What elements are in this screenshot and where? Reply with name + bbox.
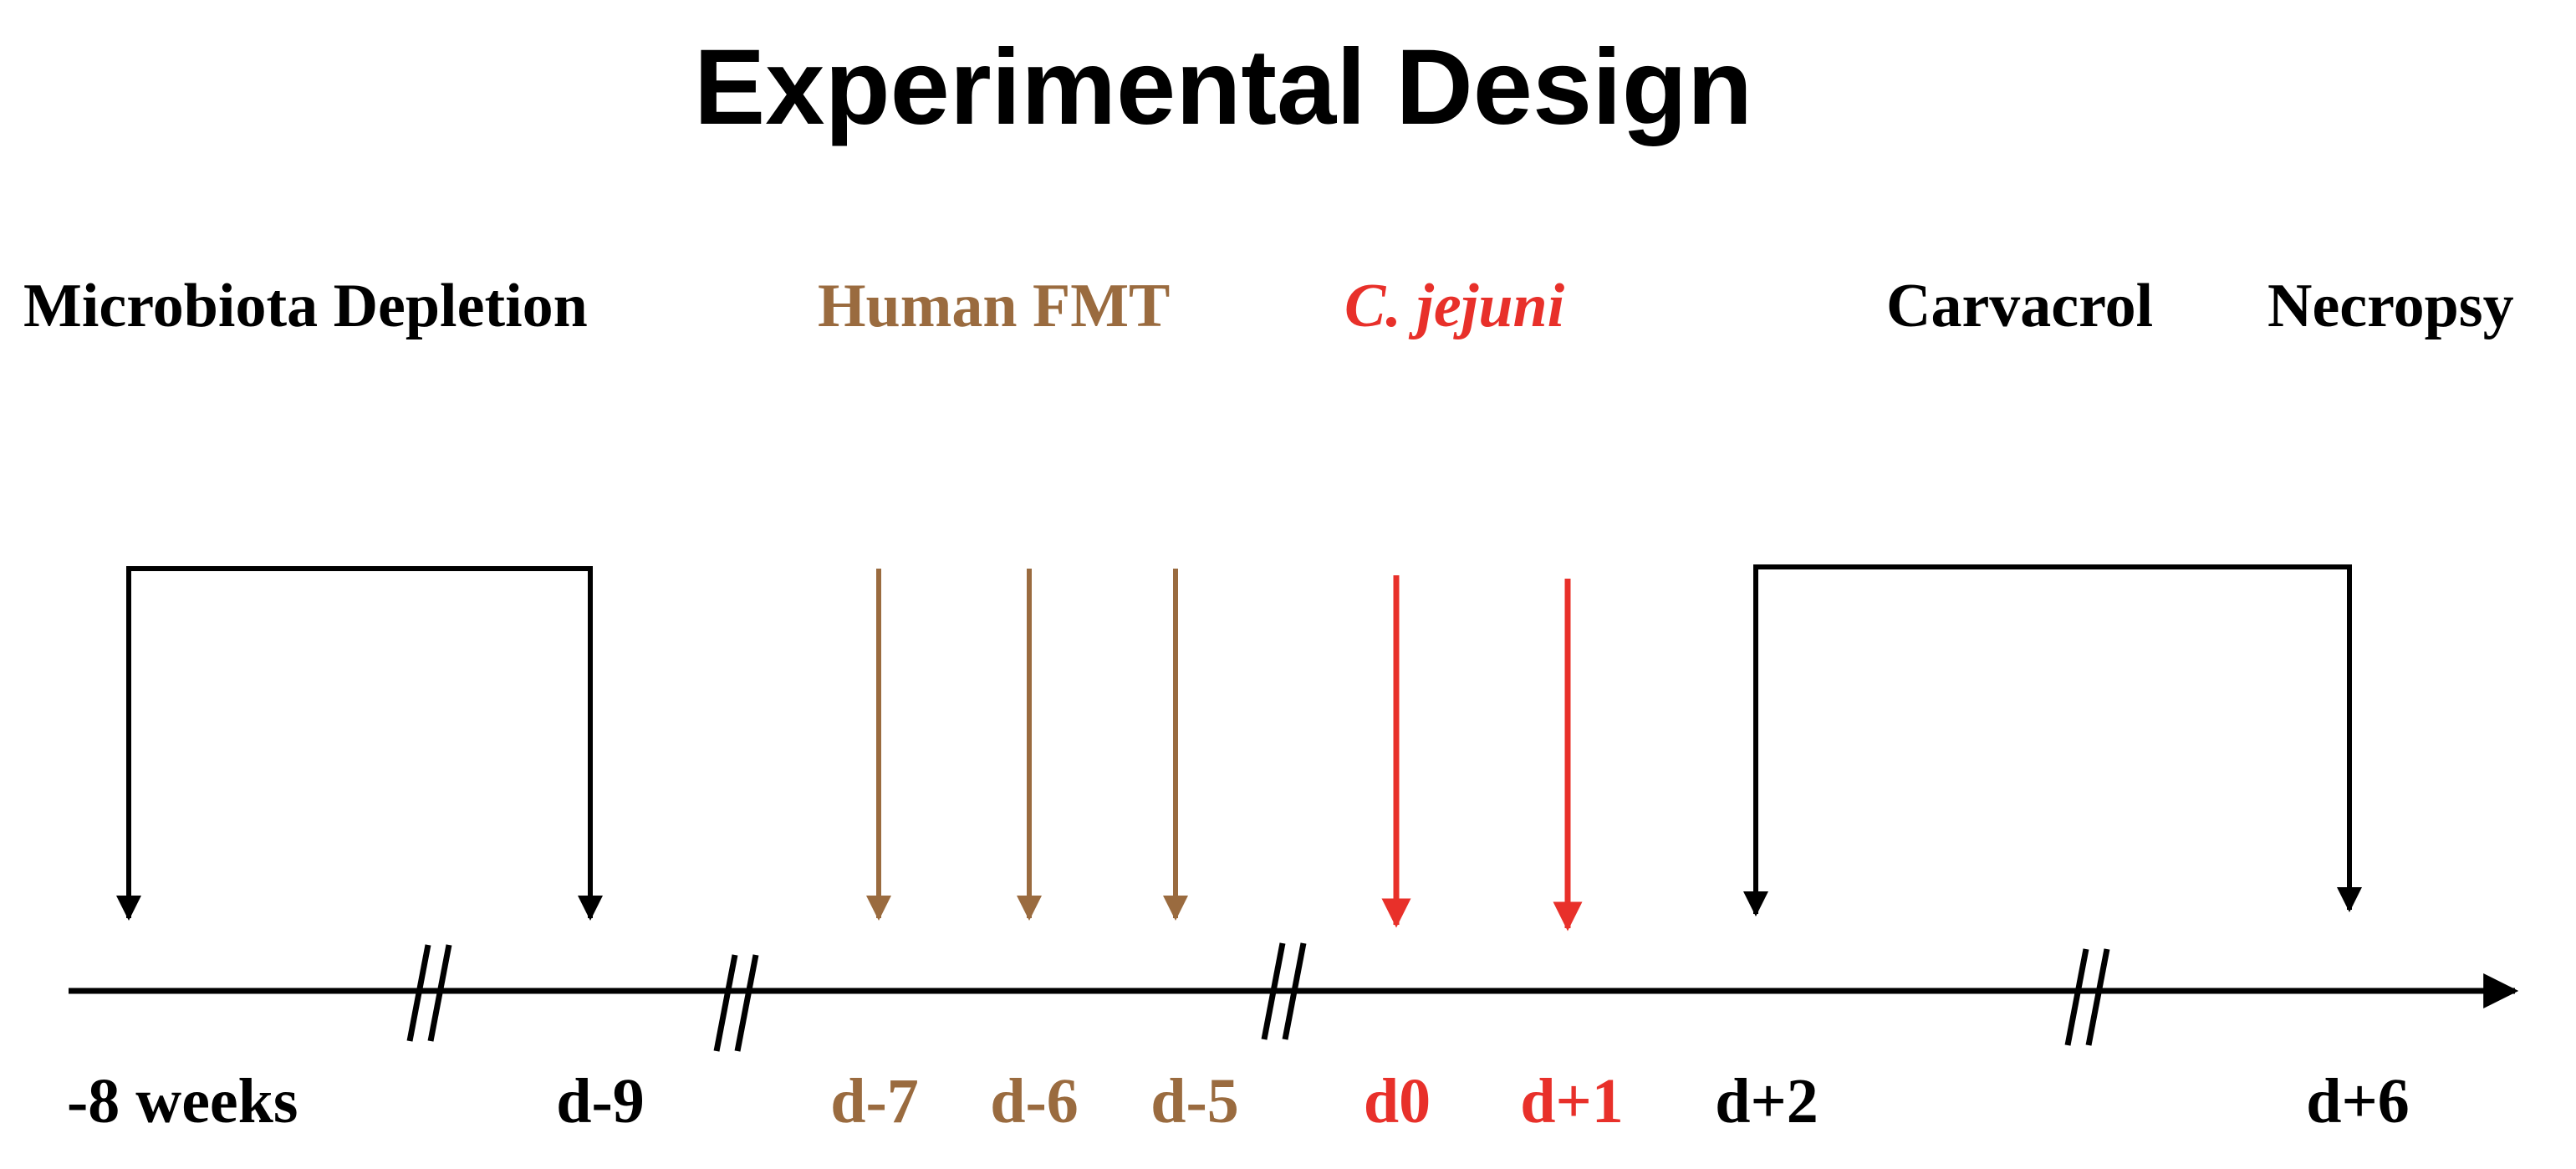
timepoint-d-6: d-6 — [990, 1066, 1079, 1136]
phase-label-carvacrol: Carvacrol — [1886, 272, 2153, 340]
timepoint-d0: d0 — [1364, 1066, 1431, 1136]
timepoint-d-5: d-5 — [1150, 1066, 1239, 1136]
phase-label-c-jejuni: C. jejuni — [1344, 272, 1565, 340]
phase-label-microbiota-depletion: Microbiota Depletion — [23, 272, 588, 340]
diagram-title: Experimental Design — [694, 28, 1752, 147]
axis-break-4 — [2064, 948, 2110, 1046]
timepoint-d+1: d+1 — [1520, 1066, 1624, 1136]
depletion-bracket — [126, 566, 593, 907]
phase-label-necropsy: Necropsy — [2267, 272, 2514, 340]
axis-break-2 — [713, 954, 759, 1052]
timepoint-d-7: d-7 — [830, 1066, 919, 1136]
phase-label-human-fmt: Human FMT — [818, 272, 1170, 340]
timepoint-d-9: d-9 — [556, 1066, 645, 1136]
axis-break-3 — [1261, 942, 1307, 1040]
timepoint-minus-8-weeks: -8 weeks — [67, 1066, 298, 1136]
axis-break-1 — [406, 944, 452, 1042]
carvacrol-bracket — [1753, 564, 2352, 903]
timepoint-d+2: d+2 — [1715, 1066, 1819, 1136]
timepoint-d+6: d+6 — [2306, 1066, 2410, 1136]
